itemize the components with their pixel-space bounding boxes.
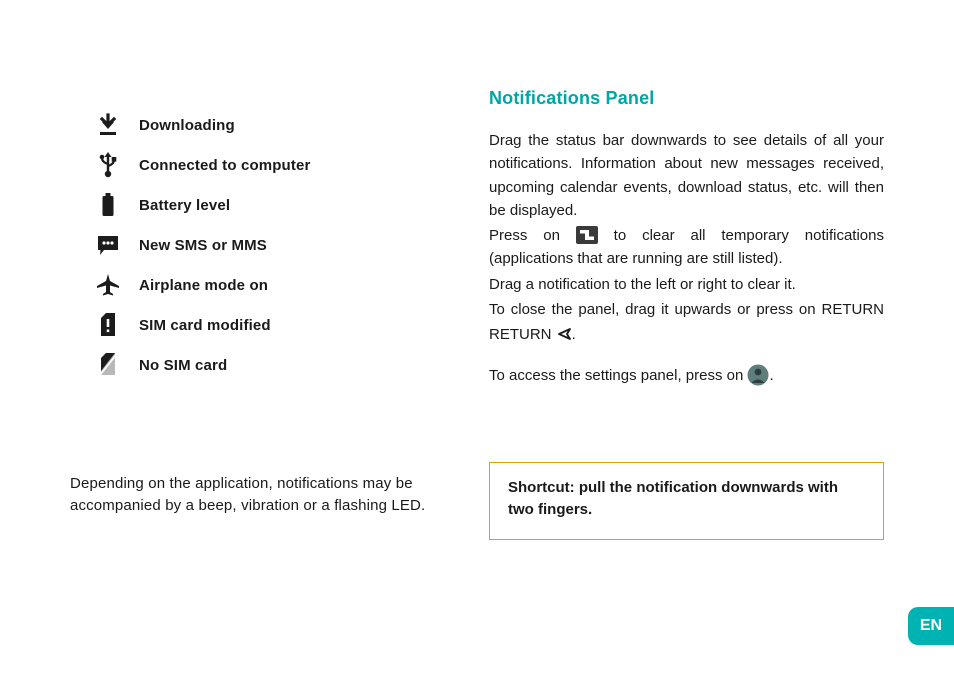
- spacer: [489, 348, 884, 362]
- language-badge: EN: [908, 607, 954, 645]
- left-note-text: Depending on the application, notificati…: [70, 473, 458, 517]
- icon-label: Battery level: [139, 197, 230, 214]
- paragraph: Drag the status bar downwards to see det…: [489, 129, 884, 222]
- language-code: EN: [920, 617, 942, 635]
- icon-label: New SMS or MMS: [139, 237, 267, 254]
- icon-label: Downloading: [139, 117, 235, 134]
- airplane-icon: [95, 272, 121, 298]
- sms-icon: [95, 232, 121, 258]
- clear-notifications-icon: [576, 225, 598, 245]
- sim-icon: [95, 312, 121, 338]
- status-icon-list: Downloading Connected to computer: [95, 112, 455, 378]
- text-run: Press on: [489, 227, 576, 244]
- section-title: Notifications Panel: [489, 88, 884, 109]
- nosim-icon: [95, 352, 121, 378]
- list-item: Battery level: [95, 192, 455, 218]
- text-run: .: [769, 367, 773, 384]
- paragraph: RETURN .: [489, 323, 884, 346]
- text-run: To access the settings panel, press on: [489, 367, 747, 384]
- list-item: SIM card modified: [95, 312, 455, 338]
- shortcut-tip-box: Shortcut: pull the notification downward…: [489, 462, 884, 540]
- text-run: .: [572, 326, 576, 343]
- battery-icon: [95, 192, 121, 218]
- text-run: To close the panel, drag it upwards or p…: [489, 301, 884, 318]
- paragraph: Press on to clear all temporary notifica…: [489, 224, 884, 271]
- list-item: Connected to computer: [95, 152, 455, 178]
- notifications-panel-section: Notifications Panel Drag the status bar …: [489, 88, 884, 390]
- list-item: Airplane mode on: [95, 272, 455, 298]
- page: Downloading Connected to computer: [0, 0, 954, 675]
- paragraph: Drag a notification to the left or right…: [489, 273, 884, 296]
- usb-icon: [95, 152, 121, 178]
- icon-label: Connected to computer: [139, 157, 311, 174]
- return-icon: [556, 326, 572, 342]
- list-item: No SIM card: [95, 352, 455, 378]
- icon-label: Airplane mode on: [139, 277, 268, 294]
- tip-text: Shortcut: pull the notification downward…: [508, 479, 838, 518]
- paragraph: To access the settings panel, press on .: [489, 364, 884, 387]
- paragraph: To close the panel, drag it upwards or p…: [489, 298, 884, 321]
- return-label: RETURN: [489, 326, 556, 343]
- status-icons-column: Downloading Connected to computer: [95, 112, 455, 378]
- icon-label: No SIM card: [139, 357, 227, 374]
- icon-label: SIM card modified: [139, 317, 271, 334]
- list-item: New SMS or MMS: [95, 232, 455, 258]
- list-item: Downloading: [95, 112, 455, 138]
- profile-icon: [747, 364, 769, 386]
- body-text: Drag the status bar downwards to see det…: [489, 129, 884, 388]
- download-icon: [95, 112, 121, 138]
